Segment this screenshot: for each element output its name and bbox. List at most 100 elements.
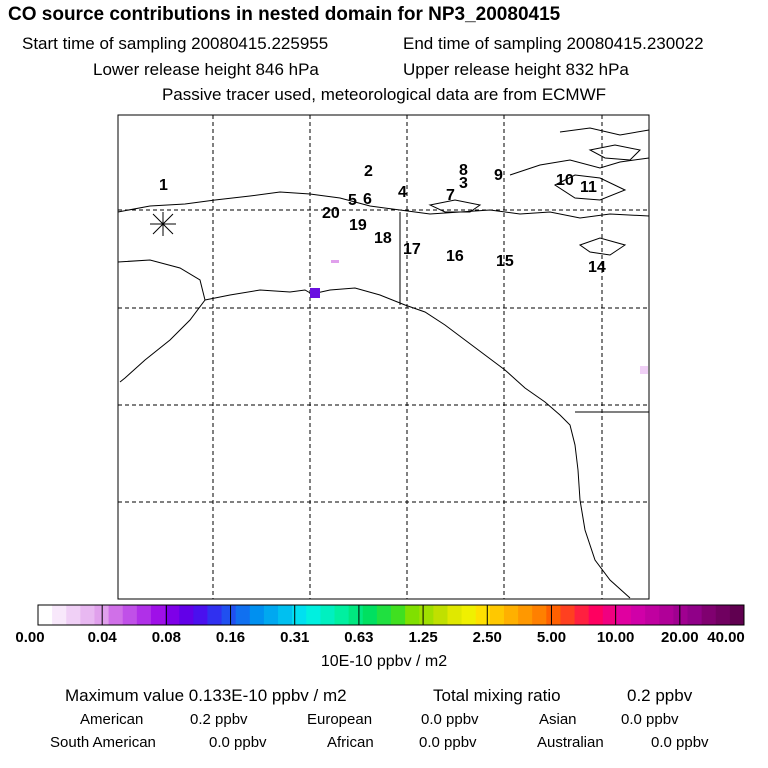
colorbar-swatch xyxy=(687,605,703,625)
colorbar-tick-label: 5.00 xyxy=(536,629,567,646)
max-value: Maximum value 0.133E-10 ppbv / m2 xyxy=(65,686,347,705)
colorbar-tick-label: 0.63 xyxy=(344,629,374,646)
colorbar-swatch xyxy=(532,605,547,625)
colorbar-tick-label: 1.25 xyxy=(408,629,438,646)
map-label-6: 6 xyxy=(363,191,372,208)
map-frame xyxy=(117,114,650,600)
colorbar-swatch xyxy=(334,605,350,625)
map-label-8: 8 xyxy=(459,162,468,179)
colorbar-swatch xyxy=(419,605,434,625)
map-label-7: 7 xyxy=(446,187,455,204)
map-label-4: 4 xyxy=(398,184,407,201)
colorbar-swatch xyxy=(249,605,265,625)
colorbar-swatch xyxy=(306,605,321,625)
colorbar-tick-label: 0.04 xyxy=(87,629,117,646)
colorbar-swatch xyxy=(193,605,208,625)
colorbar-swatch xyxy=(560,605,576,625)
source-cell-max xyxy=(310,288,320,298)
colorbar-swatch xyxy=(631,605,646,625)
total-mixing-ratio-label: Total mixing ratio xyxy=(433,686,561,705)
map-label-19: 19 xyxy=(349,217,367,234)
map-label-5: 5 xyxy=(348,192,357,209)
region-name: South American xyxy=(50,734,156,751)
colorbar-swatch xyxy=(52,605,67,625)
region-name: European xyxy=(307,711,373,728)
colorbar-swatch xyxy=(673,605,689,625)
colorbar-swatch xyxy=(574,605,590,625)
colorbar-swatch xyxy=(278,605,293,625)
tracer-note: Passive tracer used, meteorological data… xyxy=(161,85,607,104)
colorbar-swatch xyxy=(546,605,561,625)
colorbar-swatch xyxy=(122,605,138,625)
map-label-16: 16 xyxy=(446,248,464,265)
colorbar-frame xyxy=(37,604,745,626)
colorbar-tick-label: 20.00 xyxy=(661,629,699,646)
colorbar-swatch xyxy=(461,605,477,625)
colorbar-swatch xyxy=(489,605,505,625)
colorbar-swatch xyxy=(588,605,604,625)
region-name: American xyxy=(80,711,144,728)
colorbar-tick-label: 40.00 xyxy=(707,629,745,646)
colorbar-swatch xyxy=(701,605,717,625)
map-label-17: 17 xyxy=(403,241,421,258)
colorbar-swatch xyxy=(66,605,81,625)
colorbar-swatch xyxy=(475,605,491,625)
end-time: End time of sampling 20080415.230022 xyxy=(403,34,704,53)
colorbar-swatch xyxy=(136,605,152,625)
colorbar-swatch xyxy=(405,605,420,625)
colorbar-swatch xyxy=(503,605,519,625)
region-value: 0.0 ppbv xyxy=(621,711,679,728)
plot-title: CO source contributions in nested domain… xyxy=(8,4,561,25)
colorbar-swatch xyxy=(150,605,166,625)
colorbar-swatch xyxy=(518,605,533,625)
region-value: 0.0 ppbv xyxy=(421,711,479,728)
lower-release-height: Lower release height 846 hPa xyxy=(93,60,319,79)
colorbar-swatch xyxy=(179,605,194,625)
colorbar-swatch xyxy=(602,605,618,625)
source-cell xyxy=(331,260,339,263)
colorbar-swatch xyxy=(207,605,223,625)
colorbar-swatch xyxy=(221,605,237,625)
colorbar-swatch xyxy=(235,605,251,625)
release-site-marker xyxy=(150,212,176,236)
colorbar-swatch xyxy=(729,605,745,625)
colorbar-swatch xyxy=(80,605,95,625)
region-name: Australian xyxy=(537,734,604,751)
colorbar-swatch xyxy=(263,605,279,625)
map-label-10: 10 xyxy=(556,172,574,189)
region-value: 0.0 ppbv xyxy=(419,734,477,751)
colorbar-tick-label: 10.00 xyxy=(596,629,635,646)
region-value: 0.0 ppbv xyxy=(209,734,267,751)
colorbar-swatch xyxy=(391,605,406,625)
colorbar-tick-label: 0.00 xyxy=(15,629,45,646)
colorbar-swatch xyxy=(292,605,307,625)
colorbar-swatch xyxy=(659,605,674,625)
region-value: 0.2 ppbv xyxy=(190,711,248,728)
colorbar-swatch xyxy=(376,605,392,625)
colorbar-tick-label: 0.16 xyxy=(215,629,246,646)
source-cell xyxy=(640,366,648,374)
coastlines xyxy=(117,127,650,599)
map-label-14: 14 xyxy=(588,259,606,276)
colorbar-swatch xyxy=(433,605,448,625)
colorbar-tick-label: 2.50 xyxy=(472,629,502,646)
colorbar-swatch xyxy=(165,605,180,625)
colorbar-swatch xyxy=(348,605,364,625)
colorbar-tick-label: 0.31 xyxy=(280,629,310,646)
colorbar-units: 10E-10 ppbv / m2 xyxy=(320,653,448,670)
total-mixing-ratio-value: 0.2 ppbv xyxy=(627,686,693,705)
map-grid xyxy=(118,115,649,599)
region-value: 0.0 ppbv xyxy=(651,734,709,751)
colorbar-swatch xyxy=(715,605,731,625)
colorbar-swatch xyxy=(108,605,124,625)
map-label-1: 1 xyxy=(159,177,168,194)
map-label-2: 2 xyxy=(364,163,373,180)
map-label-9: 9 xyxy=(494,167,503,184)
map-label-15: 15 xyxy=(496,253,514,270)
map-label-18: 18 xyxy=(374,230,392,247)
colorbar-swatch xyxy=(320,605,336,625)
colorbar-swatch xyxy=(616,605,632,625)
colorbar-swatch xyxy=(645,605,660,625)
